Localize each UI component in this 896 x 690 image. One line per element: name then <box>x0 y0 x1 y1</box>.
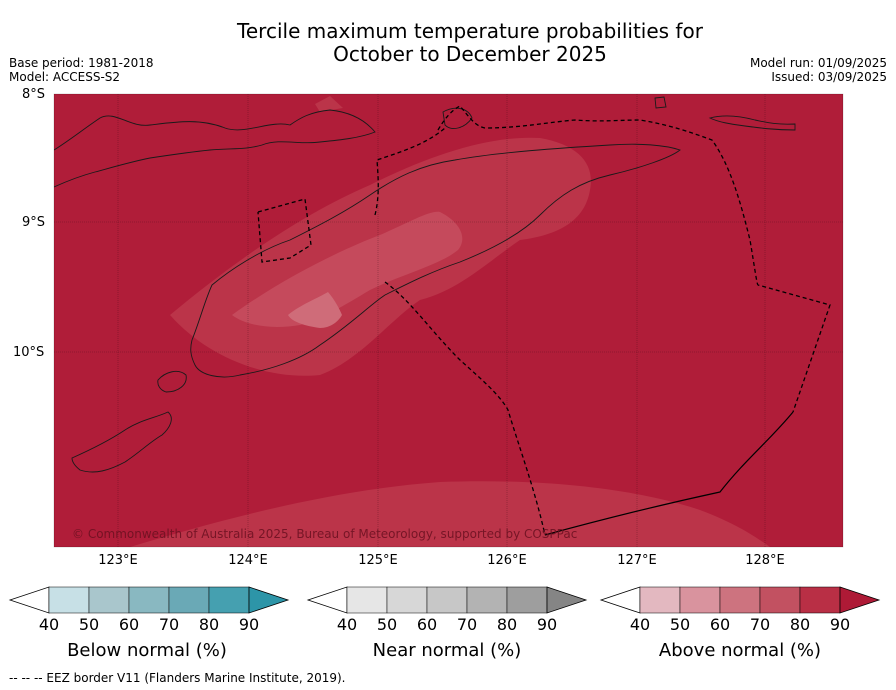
colorbar-swatch <box>506 586 548 614</box>
contour-50-60 <box>288 292 342 328</box>
colorbar-tick-label: 80 <box>790 615 810 634</box>
colorbar-swatch <box>346 586 388 614</box>
eez-border-south <box>384 281 546 536</box>
sumba-island <box>71 411 172 473</box>
colorbar-tick-label: 70 <box>457 615 477 634</box>
eez-border-north <box>437 105 831 413</box>
copyright-text: © Commonwealth of Australia 2025, Bureau… <box>72 527 577 541</box>
coastlines <box>54 96 796 473</box>
colorbar-swatch <box>88 586 130 614</box>
colorbar-swatch <box>426 586 468 614</box>
lon-label-125e: 125°E <box>358 553 398 568</box>
alor-islands <box>708 115 796 131</box>
lat-label-10s: 10°S <box>13 345 45 360</box>
colorbar-title-above: Above normal (%) <box>658 640 822 661</box>
colorbar-tick-label: 40 <box>39 615 59 634</box>
colorbar-swatch <box>679 586 721 614</box>
colorbars: 40 50 60 70 80 90 40 50 60 70 80 90 40 50 60 70 80 90 <box>8 586 881 634</box>
colorbar-underflow-triangle <box>599 586 641 614</box>
colorbar-tick-label: 50 <box>670 615 690 634</box>
colorbar-tick-label: 60 <box>119 615 139 634</box>
colorbar-tick-label: 90 <box>239 615 259 634</box>
rote-island <box>157 370 187 393</box>
contour-top <box>315 96 343 112</box>
graticule <box>54 94 843 547</box>
colorbar-overflow-triangle <box>546 586 588 614</box>
colorbar-title-near: Near normal (%) <box>372 640 522 661</box>
colorbar-tick-label: 70 <box>750 615 770 634</box>
colorbar-title-below: Below normal (%) <box>67 640 227 661</box>
issued-date: Issued: 03/09/2025 <box>771 70 887 84</box>
lat-label-8s: 8°S <box>22 87 46 102</box>
colorbar-tick-label: 90 <box>537 615 557 634</box>
contour-60-70 <box>232 211 463 327</box>
colorbar-tick-label: 40 <box>630 615 650 634</box>
atauro-island <box>442 107 473 129</box>
lon-label-127e: 127°E <box>617 553 657 568</box>
colorbar-swatch <box>208 586 250 614</box>
colorbar-tick-label: 50 <box>377 615 397 634</box>
chart-title-line1: Tercile maximum temperature probabilitie… <box>237 19 703 43</box>
footnote: -- -- -- EEZ border V11 (Flanders Marine… <box>9 671 346 685</box>
colorbar-tick-label: 40 <box>337 615 357 634</box>
eez-border-west <box>257 198 312 263</box>
base-period: Base period: 1981-2018 <box>9 56 154 70</box>
lon-label-123e: 123°E <box>98 553 138 568</box>
colorbar-tick-label: 60 <box>417 615 437 634</box>
timor-island <box>190 143 681 378</box>
contour-70-80-south <box>130 481 770 547</box>
eez-borders <box>257 105 831 536</box>
colorbar-overflow-triangle <box>248 586 290 614</box>
model-run: Model run: 01/09/2025 <box>749 56 887 70</box>
colorbar-swatch <box>168 586 210 614</box>
colorbar-tick-label: 80 <box>497 615 517 634</box>
lon-label-128e: 128°E <box>745 553 785 568</box>
colorbar-tick-label: 70 <box>159 615 179 634</box>
meta-left: Base period: 1981-2018 Model: ACCESS-S2 <box>9 56 154 84</box>
meta-right: Model run: 01/09/2025 Issued: 03/09/2025 <box>750 56 887 84</box>
colorbar-swatch <box>639 586 681 614</box>
colorbar-swatch <box>466 586 508 614</box>
colorbar-near: 40 50 60 70 80 90 <box>306 586 588 634</box>
colorbar-overflow-triangle <box>839 586 881 614</box>
lon-label-124e: 124°E <box>228 553 268 568</box>
colorbar-swatch <box>48 586 90 614</box>
chart-title-line2: October to December 2025 <box>333 42 607 66</box>
colorbar-tick-label: 90 <box>830 615 850 634</box>
colorbar-tick-label: 50 <box>79 615 99 634</box>
colorbar-swatch <box>759 586 801 614</box>
lon-label-126e: 126°E <box>487 553 527 568</box>
colorbar-below: 40 50 60 70 80 90 <box>8 586 290 634</box>
wetar-small-island <box>654 96 667 109</box>
colorbar-underflow-triangle <box>306 586 348 614</box>
model-name: Model: ACCESS-S2 <box>9 70 121 84</box>
colorbar-above: 40 50 60 70 80 90 <box>599 586 881 634</box>
colorbar-swatch <box>128 586 170 614</box>
colorbar-underflow-triangle <box>8 586 50 614</box>
colorbar-swatch <box>799 586 841 614</box>
lat-label-9s: 9°S <box>22 215 46 230</box>
flores-islands <box>54 109 376 188</box>
colorbar-swatch <box>386 586 428 614</box>
colorbar-tick-label: 60 <box>710 615 730 634</box>
eez-border-south-solid <box>544 411 794 536</box>
colorbar-tick-label: 80 <box>199 615 219 634</box>
colorbar-swatch <box>719 586 761 614</box>
